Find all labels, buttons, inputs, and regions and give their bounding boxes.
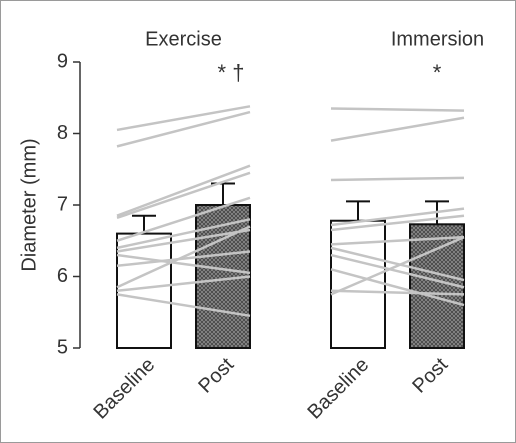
y-tick-label: 7 xyxy=(57,193,68,215)
individual-line xyxy=(116,293,251,318)
individual-line xyxy=(116,228,251,253)
individual-line xyxy=(116,105,251,132)
individual-line xyxy=(330,236,465,296)
individual-line xyxy=(330,176,465,182)
individual-line xyxy=(330,107,465,112)
individual-line xyxy=(330,289,465,296)
individual-line xyxy=(330,235,465,246)
individual-line xyxy=(116,196,251,242)
individual-line xyxy=(116,218,251,250)
individual-line xyxy=(330,253,465,289)
annotation: * xyxy=(433,60,442,85)
individual-line xyxy=(116,253,251,275)
bar xyxy=(330,219,386,349)
individual-line xyxy=(116,110,251,148)
group-title: Exercise xyxy=(145,28,222,50)
y-tick-label: 9 xyxy=(57,50,68,72)
individual-line xyxy=(330,246,465,282)
individual-line xyxy=(116,164,251,217)
individual-line xyxy=(330,207,465,227)
y-axis-label: Diameter (mm) xyxy=(18,138,40,271)
annotation: * † xyxy=(218,60,245,85)
individual-line xyxy=(330,116,465,142)
individual-line xyxy=(116,275,251,293)
y-tick-label: 6 xyxy=(57,265,68,287)
individual-line xyxy=(116,225,251,289)
individual-line xyxy=(330,268,465,307)
individual-line xyxy=(116,171,251,220)
individual-line xyxy=(330,214,465,232)
individual-line xyxy=(116,250,251,268)
y-tick-label: 5 xyxy=(57,336,68,358)
y-tick-label: 8 xyxy=(57,122,68,144)
group-title: Immersion xyxy=(391,28,484,50)
